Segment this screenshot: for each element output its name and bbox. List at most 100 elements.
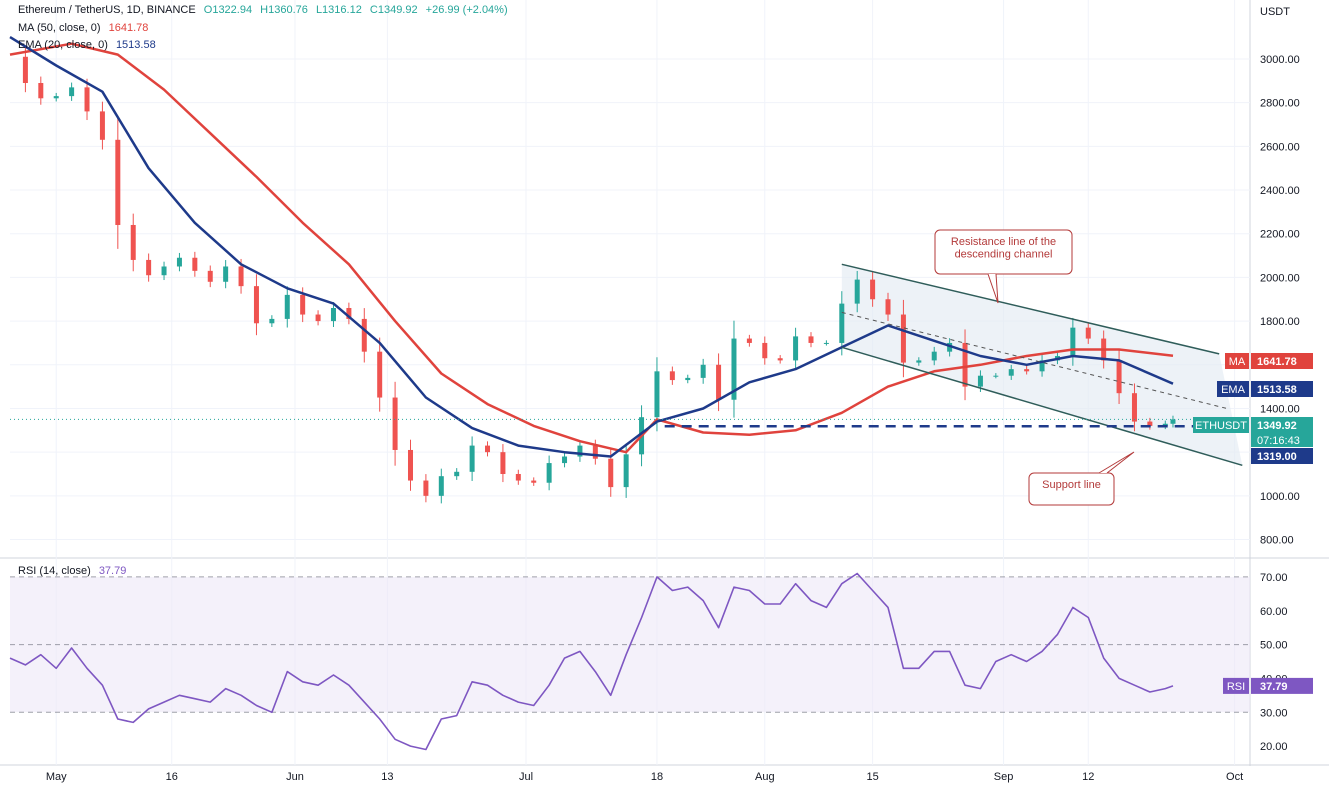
symbol-name: Ethereum / TetherUS, 1D, BINANCE: [18, 4, 196, 16]
rsi-value-bg: [1251, 677, 1313, 694]
candle: [531, 477, 537, 486]
candle-body: [69, 87, 75, 97]
price-tick-label: 1400.00: [1260, 403, 1300, 415]
candle: [900, 299, 906, 378]
candle-body: [931, 351, 937, 361]
ma-legend-value: 1641.78: [108, 22, 149, 34]
candle-body: [623, 454, 629, 488]
candle: [330, 302, 336, 327]
rsi-tick-label: 20.00: [1260, 741, 1288, 753]
candle-body: [962, 342, 968, 387]
candle-body: [716, 364, 722, 400]
candle-body: [854, 279, 860, 304]
candle-body: [38, 83, 44, 99]
candle-body: [870, 279, 876, 300]
candle: [1085, 322, 1091, 344]
candle-body: [839, 303, 845, 343]
ma-price-label-value-bg: [1251, 353, 1313, 369]
candle: [22, 47, 28, 93]
ethusdt-price-label-value: 1349.92: [1257, 420, 1297, 432]
candle: [562, 452, 568, 468]
ema20-line: [9, 36, 1174, 458]
ma-price-label-tag: MA: [1229, 356, 1246, 368]
candle: [1024, 365, 1030, 375]
candle: [146, 253, 152, 282]
ethusdt-price-label-tag: ETHUSDT: [1195, 420, 1247, 432]
candle-body: [330, 307, 336, 322]
candle-body: [669, 371, 675, 381]
lower-channel-line: [841, 346, 1243, 467]
candle-body: [377, 351, 383, 398]
ema-price-label-value-bg: [1251, 381, 1313, 397]
candle: [839, 291, 845, 356]
candle-body: [1024, 369, 1030, 372]
price-tick-label: 2200.00: [1260, 229, 1300, 241]
rsi-legend-label: RSI (14, close): [18, 565, 91, 577]
candle-body: [885, 299, 891, 315]
candle: [53, 92, 59, 102]
candle-body: [284, 294, 290, 319]
candle: [808, 332, 814, 348]
support-price-label: 1319.00: [1251, 448, 1313, 464]
candle: [515, 469, 521, 485]
high-value: H1360.76: [260, 4, 308, 16]
support-annotation: Support line: [1028, 451, 1135, 506]
ema-price-label-value: 1513.58: [1257, 384, 1297, 396]
candle: [700, 358, 706, 384]
support-annotation-text: Support line: [1042, 479, 1101, 491]
currency-label: USDT: [1260, 6, 1290, 18]
ema-legend-label: EMA (20, close, 0): [18, 39, 108, 51]
candle: [253, 274, 259, 336]
candle-body: [161, 266, 167, 276]
change-value: +26.99 (+2.04%): [425, 4, 508, 16]
candle: [947, 338, 953, 357]
rsi-tick-label: 50.00: [1260, 640, 1288, 652]
candle: [485, 441, 491, 457]
candle: [577, 440, 583, 462]
candle: [130, 213, 136, 272]
candle: [1116, 349, 1122, 404]
candle: [38, 76, 44, 105]
candle-body: [53, 96, 59, 99]
candle: [454, 468, 460, 480]
candle-body: [793, 336, 799, 361]
candle: [716, 353, 722, 412]
candle-body: [130, 224, 136, 260]
candle-body: [562, 456, 568, 464]
candle-body: [700, 364, 706, 378]
candle: [962, 329, 968, 401]
candle: [746, 334, 752, 347]
candle: [315, 310, 321, 326]
candle: [500, 444, 506, 483]
candle: [377, 337, 383, 412]
candle-body: [977, 375, 983, 387]
price-tick-label: 2800.00: [1260, 98, 1300, 110]
rsi-value-label: 37.79: [1260, 681, 1288, 693]
price-tick-label: 1000.00: [1260, 491, 1300, 503]
time-tick-label: Aug: [755, 771, 775, 783]
candle: [1039, 355, 1045, 377]
ma-price-label: MA 1641.78: [1225, 353, 1313, 369]
rsi-legend: RSI (14, close) 37.79: [18, 565, 131, 577]
price-tick-label: 2000.00: [1260, 272, 1300, 284]
candle-body: [1147, 421, 1153, 426]
time-tick-label: May: [46, 771, 67, 783]
ma-price-label-value: 1641.78: [1257, 356, 1297, 368]
candle-body: [146, 259, 152, 276]
rsi-legend-value: 37.79: [98, 565, 127, 577]
candle: [777, 355, 783, 364]
candle-body: [823, 342, 829, 344]
candle: [438, 468, 444, 504]
support-price-label-value-bg: [1251, 448, 1313, 464]
resistance-annotation-text: Resistance line of the: [951, 236, 1056, 248]
candle: [870, 272, 876, 307]
ma-price-label-tag-bg: [1225, 353, 1249, 369]
candle: [793, 327, 799, 370]
candle-body: [762, 342, 768, 359]
candle-body: [99, 111, 105, 140]
candle: [993, 373, 999, 379]
candle: [269, 315, 275, 327]
price-tick-label: 2400.00: [1260, 185, 1300, 197]
candle-body: [1116, 360, 1122, 394]
